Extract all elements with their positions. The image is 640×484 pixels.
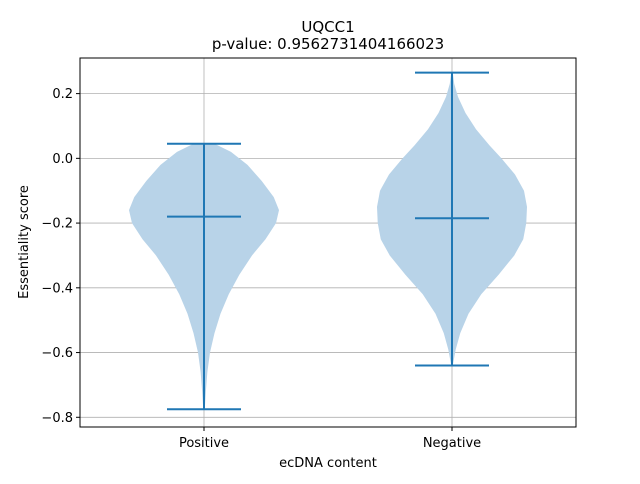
- x-tick-label: Positive: [179, 436, 229, 451]
- chart-subtitle: p-value: 0.9562731404166023: [212, 35, 444, 53]
- violin-lines: [167, 71, 489, 411]
- violin-bodies: [129, 72, 527, 410]
- y-tick-label: −0.6: [41, 346, 73, 361]
- y-tick-label: −0.2: [41, 217, 73, 232]
- y-tick-label: 0.0: [52, 152, 73, 167]
- x-axis-ticks: Positive Negative: [179, 427, 481, 451]
- y-tick-label: 0.2: [52, 87, 73, 102]
- chart-title: UQCC1: [301, 18, 354, 36]
- x-tick-label: Negative: [423, 436, 481, 451]
- y-axis-ticks: −0.8 −0.6 −0.4 −0.2 0.0 0.2: [41, 87, 80, 426]
- x-axis-label: ecDNA content: [279, 456, 377, 471]
- plot-frame: [79, 57, 577, 428]
- y-tick-label: −0.4: [41, 281, 73, 296]
- y-tick-label: −0.8: [41, 411, 73, 426]
- y-axis-label: Essentiality score: [17, 185, 32, 299]
